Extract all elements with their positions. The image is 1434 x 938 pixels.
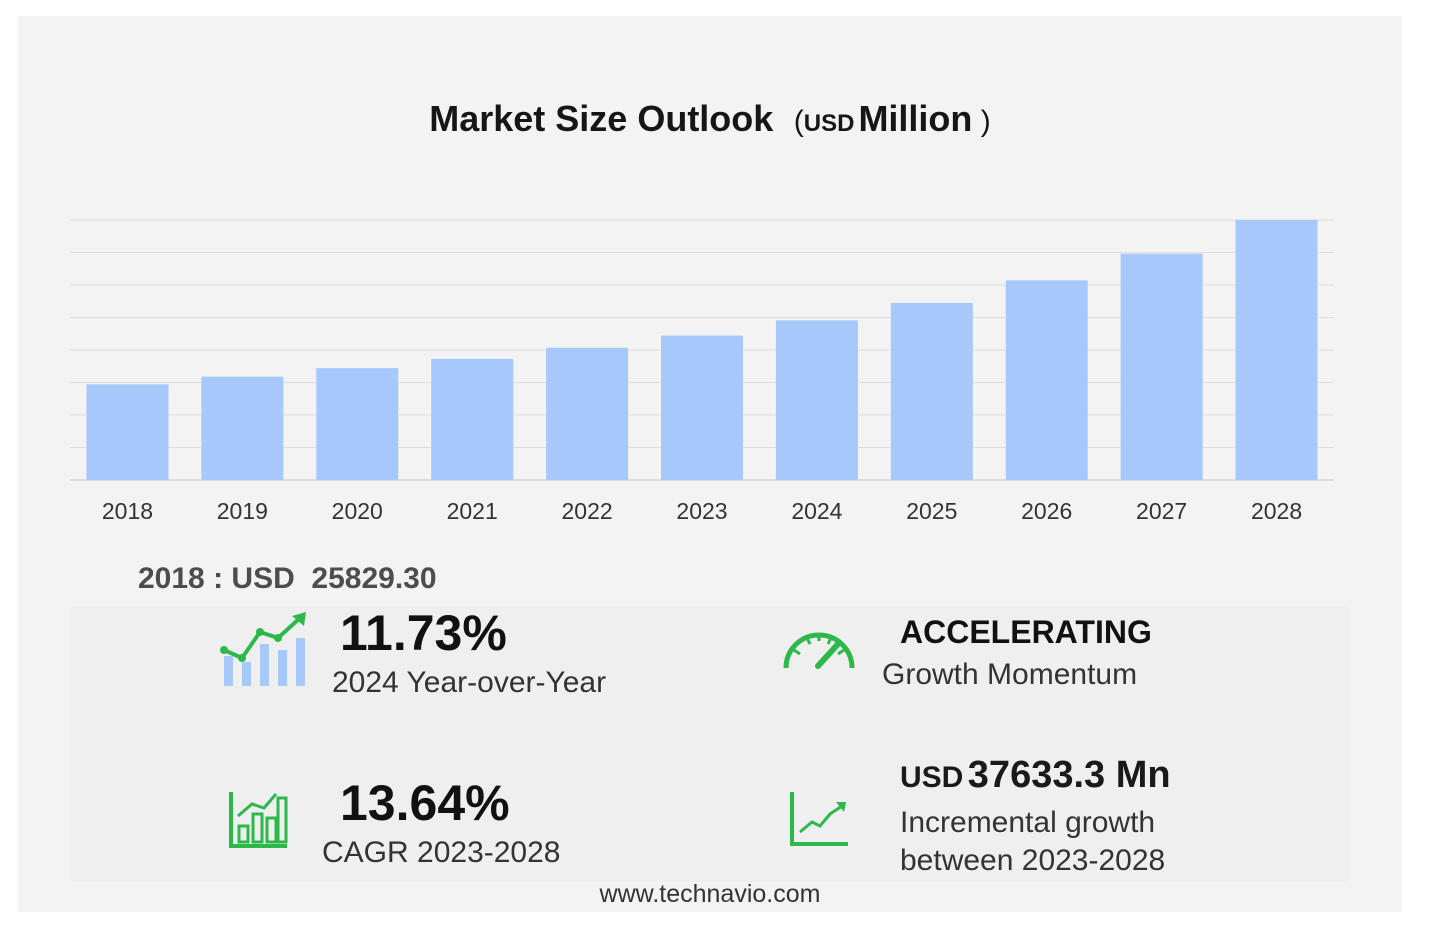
speedometer-icon <box>783 632 855 669</box>
title-unit: (USD Million ) <box>793 98 991 139</box>
cagr-value: 13.64% <box>340 775 510 831</box>
x-tick-label: 2028 <box>1251 498 1302 524</box>
incremental-value: USD 37633.3 Mn <box>900 754 1171 797</box>
momentum-value: ACCELERATING <box>900 614 1152 650</box>
chart-title: Market Size Outlook (USD Million ) <box>18 98 1402 140</box>
x-tick-label: 2024 <box>791 498 842 524</box>
incremental-prefix: USD <box>900 761 964 794</box>
x-tick-label: 2026 <box>1021 498 1072 524</box>
bar-2026 <box>1005 280 1088 480</box>
bar-2021 <box>431 358 514 480</box>
bar-2018 <box>86 384 169 480</box>
x-tick-label: 2023 <box>676 498 727 524</box>
x-tick-label: 2021 <box>447 498 498 524</box>
bar-2023 <box>661 335 743 480</box>
x-tick-label: 2025 <box>906 498 957 524</box>
title-unit-word: Million <box>858 98 973 139</box>
x-tick-label: 2019 <box>217 498 268 524</box>
trend-bars-icon <box>220 612 306 686</box>
bar-2022 <box>546 347 629 480</box>
incremental-label-line2: between 2023-2028 <box>900 844 1166 877</box>
base-year-label: 2018 : USD <box>138 562 295 595</box>
base-year-amount: 25829.30 <box>311 562 437 595</box>
title-text: Market Size Outlook <box>429 98 774 139</box>
x-tick-label: 2020 <box>332 498 383 524</box>
x-tick-label: 2018 <box>102 498 153 524</box>
yoy-label: 2024 Year-over-Year <box>332 666 607 699</box>
incremental-amount: 37633.3 Mn <box>967 754 1171 796</box>
bar-2020 <box>316 368 399 480</box>
bar-2019 <box>201 376 284 480</box>
momentum-label: Growth Momentum <box>882 658 1138 691</box>
bar-2025 <box>890 302 973 480</box>
cagr-label: CAGR 2023-2028 <box>322 836 561 869</box>
bar-2028 <box>1235 220 1318 480</box>
base-year-value: 2018 : USD 25829.30 <box>138 562 437 596</box>
incremental-label-line1: Incremental growth <box>900 806 1156 839</box>
title-unit-prefix: USD <box>803 110 855 137</box>
bar-chart: 2018 2019 2020 2021 2022 2023 2024 2025 2026 2027… <box>70 219 1334 524</box>
x-tick-label: 2027 <box>1136 498 1187 524</box>
x-tick-label: 2022 <box>562 498 613 524</box>
line-chart-icon <box>790 792 848 846</box>
source-url: www.technavio.com <box>599 880 821 908</box>
bar-chart-icon <box>229 792 288 848</box>
bar-2024 <box>775 320 858 480</box>
bar-2027 <box>1120 253 1203 480</box>
chart-card: Market Size Outlook (USD Million ) 2018 20… <box>18 16 1402 912</box>
yoy-value: 11.73% <box>340 605 507 661</box>
